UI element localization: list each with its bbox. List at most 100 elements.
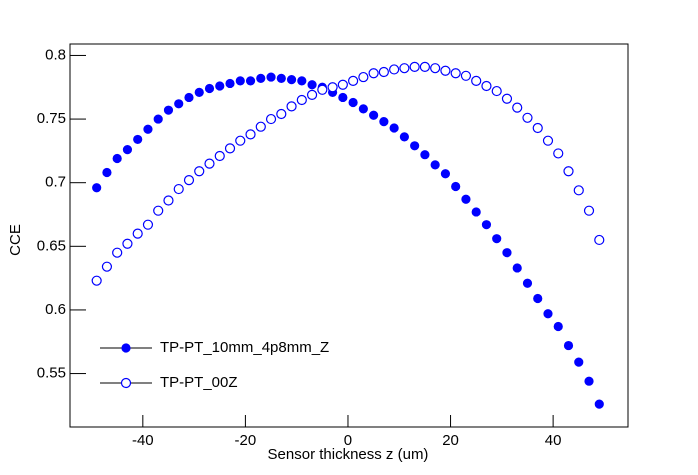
data-point — [265, 113, 277, 125]
data-point — [142, 219, 154, 230]
data-point — [225, 78, 235, 89]
x-tick-label: -40 — [132, 432, 154, 449]
y-tick-label: 0.8 — [45, 46, 66, 63]
y-tick-label: 0.6 — [45, 301, 66, 318]
data-point — [204, 158, 215, 169]
data-point — [471, 207, 481, 217]
data-point — [92, 183, 102, 193]
data-point — [163, 105, 174, 115]
data-point — [153, 205, 164, 216]
data-point — [348, 75, 359, 87]
data-point — [214, 150, 225, 162]
data-point — [409, 61, 420, 73]
data-point — [306, 89, 318, 100]
data-point — [410, 141, 420, 151]
y-axis-label: CCE — [7, 224, 24, 256]
data-point — [153, 114, 163, 124]
data-point — [183, 175, 195, 186]
data-point — [101, 261, 113, 272]
y-tick-label: 0.65 — [37, 237, 66, 254]
x-tick-label: 20 — [442, 432, 459, 449]
data-point — [440, 169, 451, 179]
x-tick-label: -20 — [235, 432, 257, 449]
data-point — [460, 70, 472, 81]
data-point — [143, 124, 153, 134]
frame — [69, 43, 629, 428]
data-point — [430, 160, 440, 170]
data-point — [574, 357, 584, 367]
data-point — [512, 102, 523, 113]
data-point — [112, 247, 123, 258]
data-point — [440, 65, 451, 76]
data-point — [522, 112, 533, 123]
data-point — [245, 76, 256, 86]
y-tick-label: 0.75 — [37, 110, 66, 127]
data-point — [122, 238, 133, 249]
data-point — [594, 234, 605, 246]
data-point — [296, 94, 307, 106]
data-point — [522, 278, 533, 288]
legend-marker — [121, 343, 131, 353]
data-point — [102, 167, 112, 178]
data-point — [501, 93, 513, 104]
y-tick-label: 0.7 — [45, 174, 66, 191]
data-point — [256, 73, 266, 83]
data-point — [255, 121, 266, 132]
data-point — [543, 309, 553, 319]
data-point — [245, 129, 256, 140]
data-point — [337, 79, 348, 90]
data-point — [174, 99, 184, 109]
data-point — [132, 228, 143, 239]
data-point — [451, 181, 461, 192]
data-point — [399, 63, 410, 74]
data-point — [348, 97, 358, 108]
data-point — [563, 166, 574, 177]
legend-label: TP-PT_00Z — [160, 374, 238, 391]
data-point — [379, 117, 389, 127]
data-point — [553, 321, 563, 332]
x-tick-label: 40 — [545, 432, 562, 449]
data-point — [573, 185, 584, 196]
data-point — [594, 399, 604, 409]
data-point — [399, 132, 409, 142]
data-point — [358, 71, 369, 83]
data-point — [122, 145, 133, 155]
data-point — [492, 234, 502, 244]
data-point — [358, 104, 368, 114]
data-point — [512, 263, 522, 273]
legend-marker — [120, 377, 132, 389]
data-point — [542, 135, 554, 146]
data-point — [91, 275, 102, 286]
data-point — [133, 134, 143, 145]
data-point — [173, 183, 184, 195]
data-point — [389, 64, 400, 75]
data-point — [420, 150, 430, 160]
data-point — [286, 101, 297, 112]
data-point — [235, 135, 246, 146]
data-point — [194, 166, 205, 177]
data-point — [481, 80, 492, 92]
data-point — [532, 122, 543, 134]
data-point — [338, 92, 348, 103]
data-point — [563, 340, 574, 351]
data-point — [584, 376, 594, 386]
data-point — [461, 194, 471, 204]
data-point — [502, 248, 512, 258]
data-point — [276, 108, 287, 120]
data-point — [583, 205, 595, 216]
data-point — [327, 82, 338, 93]
data-point — [450, 68, 461, 79]
x-tick-label: 0 — [344, 432, 352, 449]
data-point — [112, 153, 122, 164]
data-point — [184, 92, 194, 103]
data-point — [276, 73, 286, 83]
data-point — [481, 220, 492, 230]
data-point — [286, 75, 297, 85]
data-point — [368, 68, 379, 79]
data-point — [419, 61, 431, 73]
x-axis-label: Sensor thickness z (um) — [268, 446, 429, 463]
data-point — [553, 148, 564, 159]
data-point — [533, 293, 543, 304]
data-point — [430, 63, 441, 74]
